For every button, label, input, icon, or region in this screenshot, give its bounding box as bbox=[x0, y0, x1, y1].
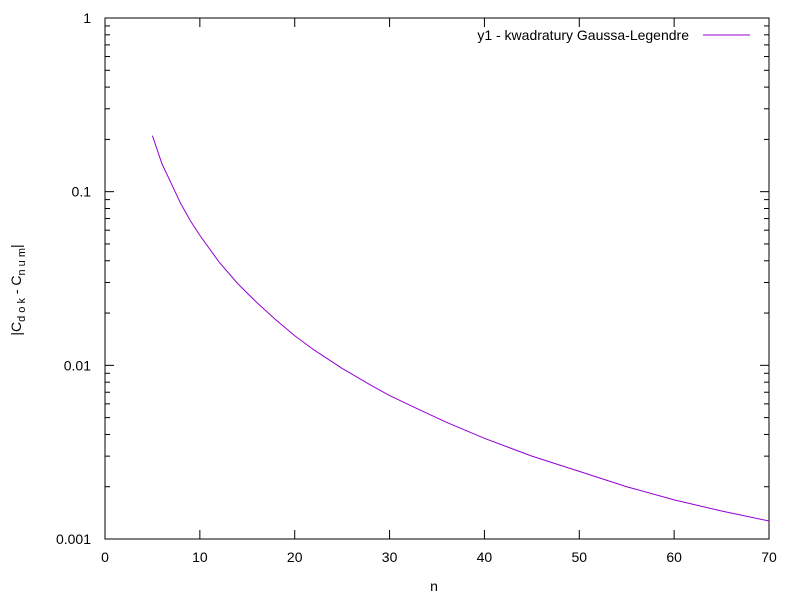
x-axis-ticks: 0 10 20 30 40 50 60 70 bbox=[101, 18, 777, 565]
y-tick-label: 0.001 bbox=[56, 531, 91, 547]
x-tick-label: 10 bbox=[192, 549, 208, 565]
x-tick-label: 40 bbox=[477, 549, 493, 565]
legend: y1 - kwadratury Gaussa-Legendre bbox=[477, 27, 750, 43]
series-layer bbox=[151, 135, 770, 522]
x-tick-label: 70 bbox=[761, 549, 777, 565]
x-tick-label: 20 bbox=[287, 549, 303, 565]
x-tick-label: 30 bbox=[382, 549, 398, 565]
x-tick-label: 0 bbox=[101, 549, 109, 565]
y-tick-label: 1 bbox=[83, 10, 91, 26]
y-axis-label-middle: - C bbox=[8, 275, 24, 298]
plot-frame bbox=[104, 17, 770, 540]
x-axis-label: n bbox=[430, 578, 438, 594]
y-axis-label-prefix: |C bbox=[8, 322, 24, 336]
y-axis-label-suffix: | bbox=[8, 244, 24, 248]
legend-label: y1 - kwadratury Gaussa-Legendre bbox=[477, 27, 689, 43]
y-tick-label: 0.01 bbox=[64, 357, 91, 373]
x-tick-label: 50 bbox=[571, 549, 587, 565]
x-tick-label: 60 bbox=[666, 549, 682, 565]
y-axis-label-sub2: n u m bbox=[16, 248, 28, 276]
y-tick-label: 0.1 bbox=[72, 184, 92, 200]
y-axis-label: |Cd o k - Cn u m| bbox=[8, 244, 28, 335]
series-line-0 bbox=[151, 135, 770, 522]
y-axis-label-sub1: d o k bbox=[16, 298, 28, 322]
y-axis-ticks: 0.001 0.01 0.1 1 bbox=[56, 10, 769, 547]
